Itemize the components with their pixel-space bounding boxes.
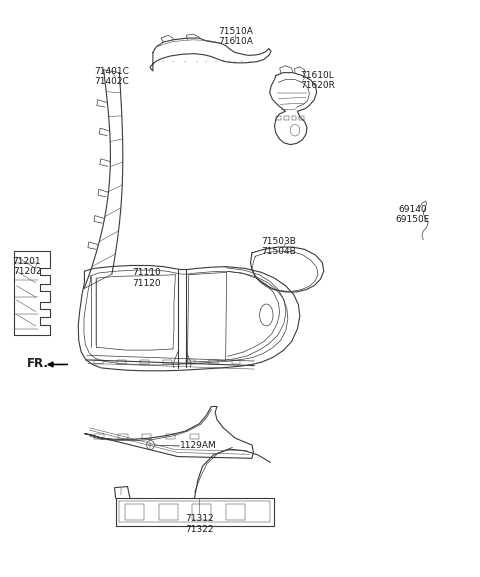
Bar (192, 504, 211, 520)
Bar (186, 360, 194, 364)
Text: 71503B
71504B: 71503B 71504B (262, 237, 297, 256)
Bar (276, 116, 281, 121)
Text: 71510A
71610A: 71510A 71610A (218, 27, 252, 46)
Bar (232, 360, 240, 364)
Text: 71312
71322: 71312 71322 (185, 514, 214, 534)
Bar (226, 504, 245, 520)
Bar (209, 360, 217, 364)
Text: FR.: FR. (27, 357, 49, 370)
Bar (117, 360, 126, 364)
Text: 71201
71202: 71201 71202 (12, 257, 41, 276)
Text: 71110
71120: 71110 71120 (132, 268, 161, 288)
Bar (94, 434, 104, 439)
Bar (125, 504, 144, 520)
Bar (158, 504, 178, 520)
Text: 71401C
71402C: 71401C 71402C (94, 67, 129, 87)
Bar (166, 434, 175, 439)
Bar (190, 434, 199, 439)
Bar (118, 434, 128, 439)
Bar (142, 434, 152, 439)
Text: 71610L
71620R: 71610L 71620R (300, 71, 335, 91)
Bar (300, 116, 304, 121)
Bar (284, 116, 289, 121)
Text: 69140
69150E: 69140 69150E (396, 205, 430, 224)
Bar (292, 116, 297, 121)
Bar (94, 360, 103, 364)
Bar (140, 360, 149, 364)
Text: 1129AM: 1129AM (180, 441, 217, 449)
Bar (163, 360, 171, 364)
